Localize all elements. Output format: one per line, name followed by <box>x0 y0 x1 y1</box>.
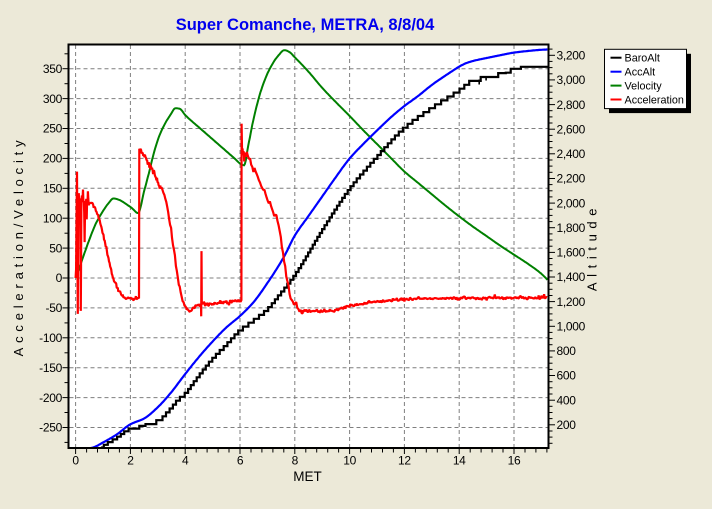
svg-text:Acceleration/Velocity: Acceleration/Velocity <box>11 136 26 357</box>
svg-text:2,800: 2,800 <box>557 98 586 112</box>
svg-text:0: 0 <box>72 454 79 468</box>
svg-text:2,600: 2,600 <box>557 122 586 136</box>
svg-text:10: 10 <box>343 454 356 468</box>
svg-text:2,200: 2,200 <box>557 172 586 186</box>
svg-text:8: 8 <box>292 454 299 468</box>
svg-text:1,600: 1,600 <box>557 246 586 260</box>
svg-text:300: 300 <box>43 92 63 106</box>
svg-text:Altitude: Altitude <box>585 203 600 291</box>
svg-text:MET: MET <box>293 469 322 484</box>
svg-text:14: 14 <box>453 454 466 468</box>
svg-text:Velocity: Velocity <box>625 80 663 92</box>
svg-text:Super Comanche, METRA, 8/8/04: Super Comanche, METRA, 8/8/04 <box>176 16 435 34</box>
svg-text:-250: -250 <box>39 421 62 435</box>
svg-text:6: 6 <box>237 454 244 468</box>
svg-text:200: 200 <box>43 152 63 166</box>
svg-text:400: 400 <box>557 393 577 407</box>
svg-text:2,000: 2,000 <box>557 196 586 210</box>
svg-text:4: 4 <box>182 454 189 468</box>
svg-text:12: 12 <box>398 454 411 468</box>
svg-text:50: 50 <box>49 241 62 255</box>
svg-text:200: 200 <box>557 418 577 432</box>
svg-text:2: 2 <box>127 454 134 468</box>
svg-text:BaroAlt: BaroAlt <box>625 53 660 65</box>
svg-text:-200: -200 <box>39 391 62 405</box>
svg-text:3,200: 3,200 <box>557 49 586 63</box>
svg-text:0: 0 <box>56 271 63 285</box>
svg-text:600: 600 <box>557 369 577 383</box>
svg-text:-50: -50 <box>46 301 63 315</box>
svg-text:AccAlt: AccAlt <box>625 67 656 79</box>
svg-text:100: 100 <box>43 211 63 225</box>
svg-text:Acceleration: Acceleration <box>625 94 684 106</box>
svg-text:2,400: 2,400 <box>557 147 586 161</box>
svg-text:16: 16 <box>508 454 521 468</box>
svg-text:-150: -150 <box>39 361 62 375</box>
svg-text:250: 250 <box>43 122 63 136</box>
svg-text:150: 150 <box>43 182 63 196</box>
svg-text:1,400: 1,400 <box>557 270 586 284</box>
svg-text:1,800: 1,800 <box>557 221 586 235</box>
svg-text:1,200: 1,200 <box>557 295 586 309</box>
svg-text:3,000: 3,000 <box>557 73 586 87</box>
svg-text:350: 350 <box>43 62 63 76</box>
svg-text:800: 800 <box>557 344 577 358</box>
svg-text:1,000: 1,000 <box>557 320 586 334</box>
svg-text:-100: -100 <box>39 331 62 345</box>
